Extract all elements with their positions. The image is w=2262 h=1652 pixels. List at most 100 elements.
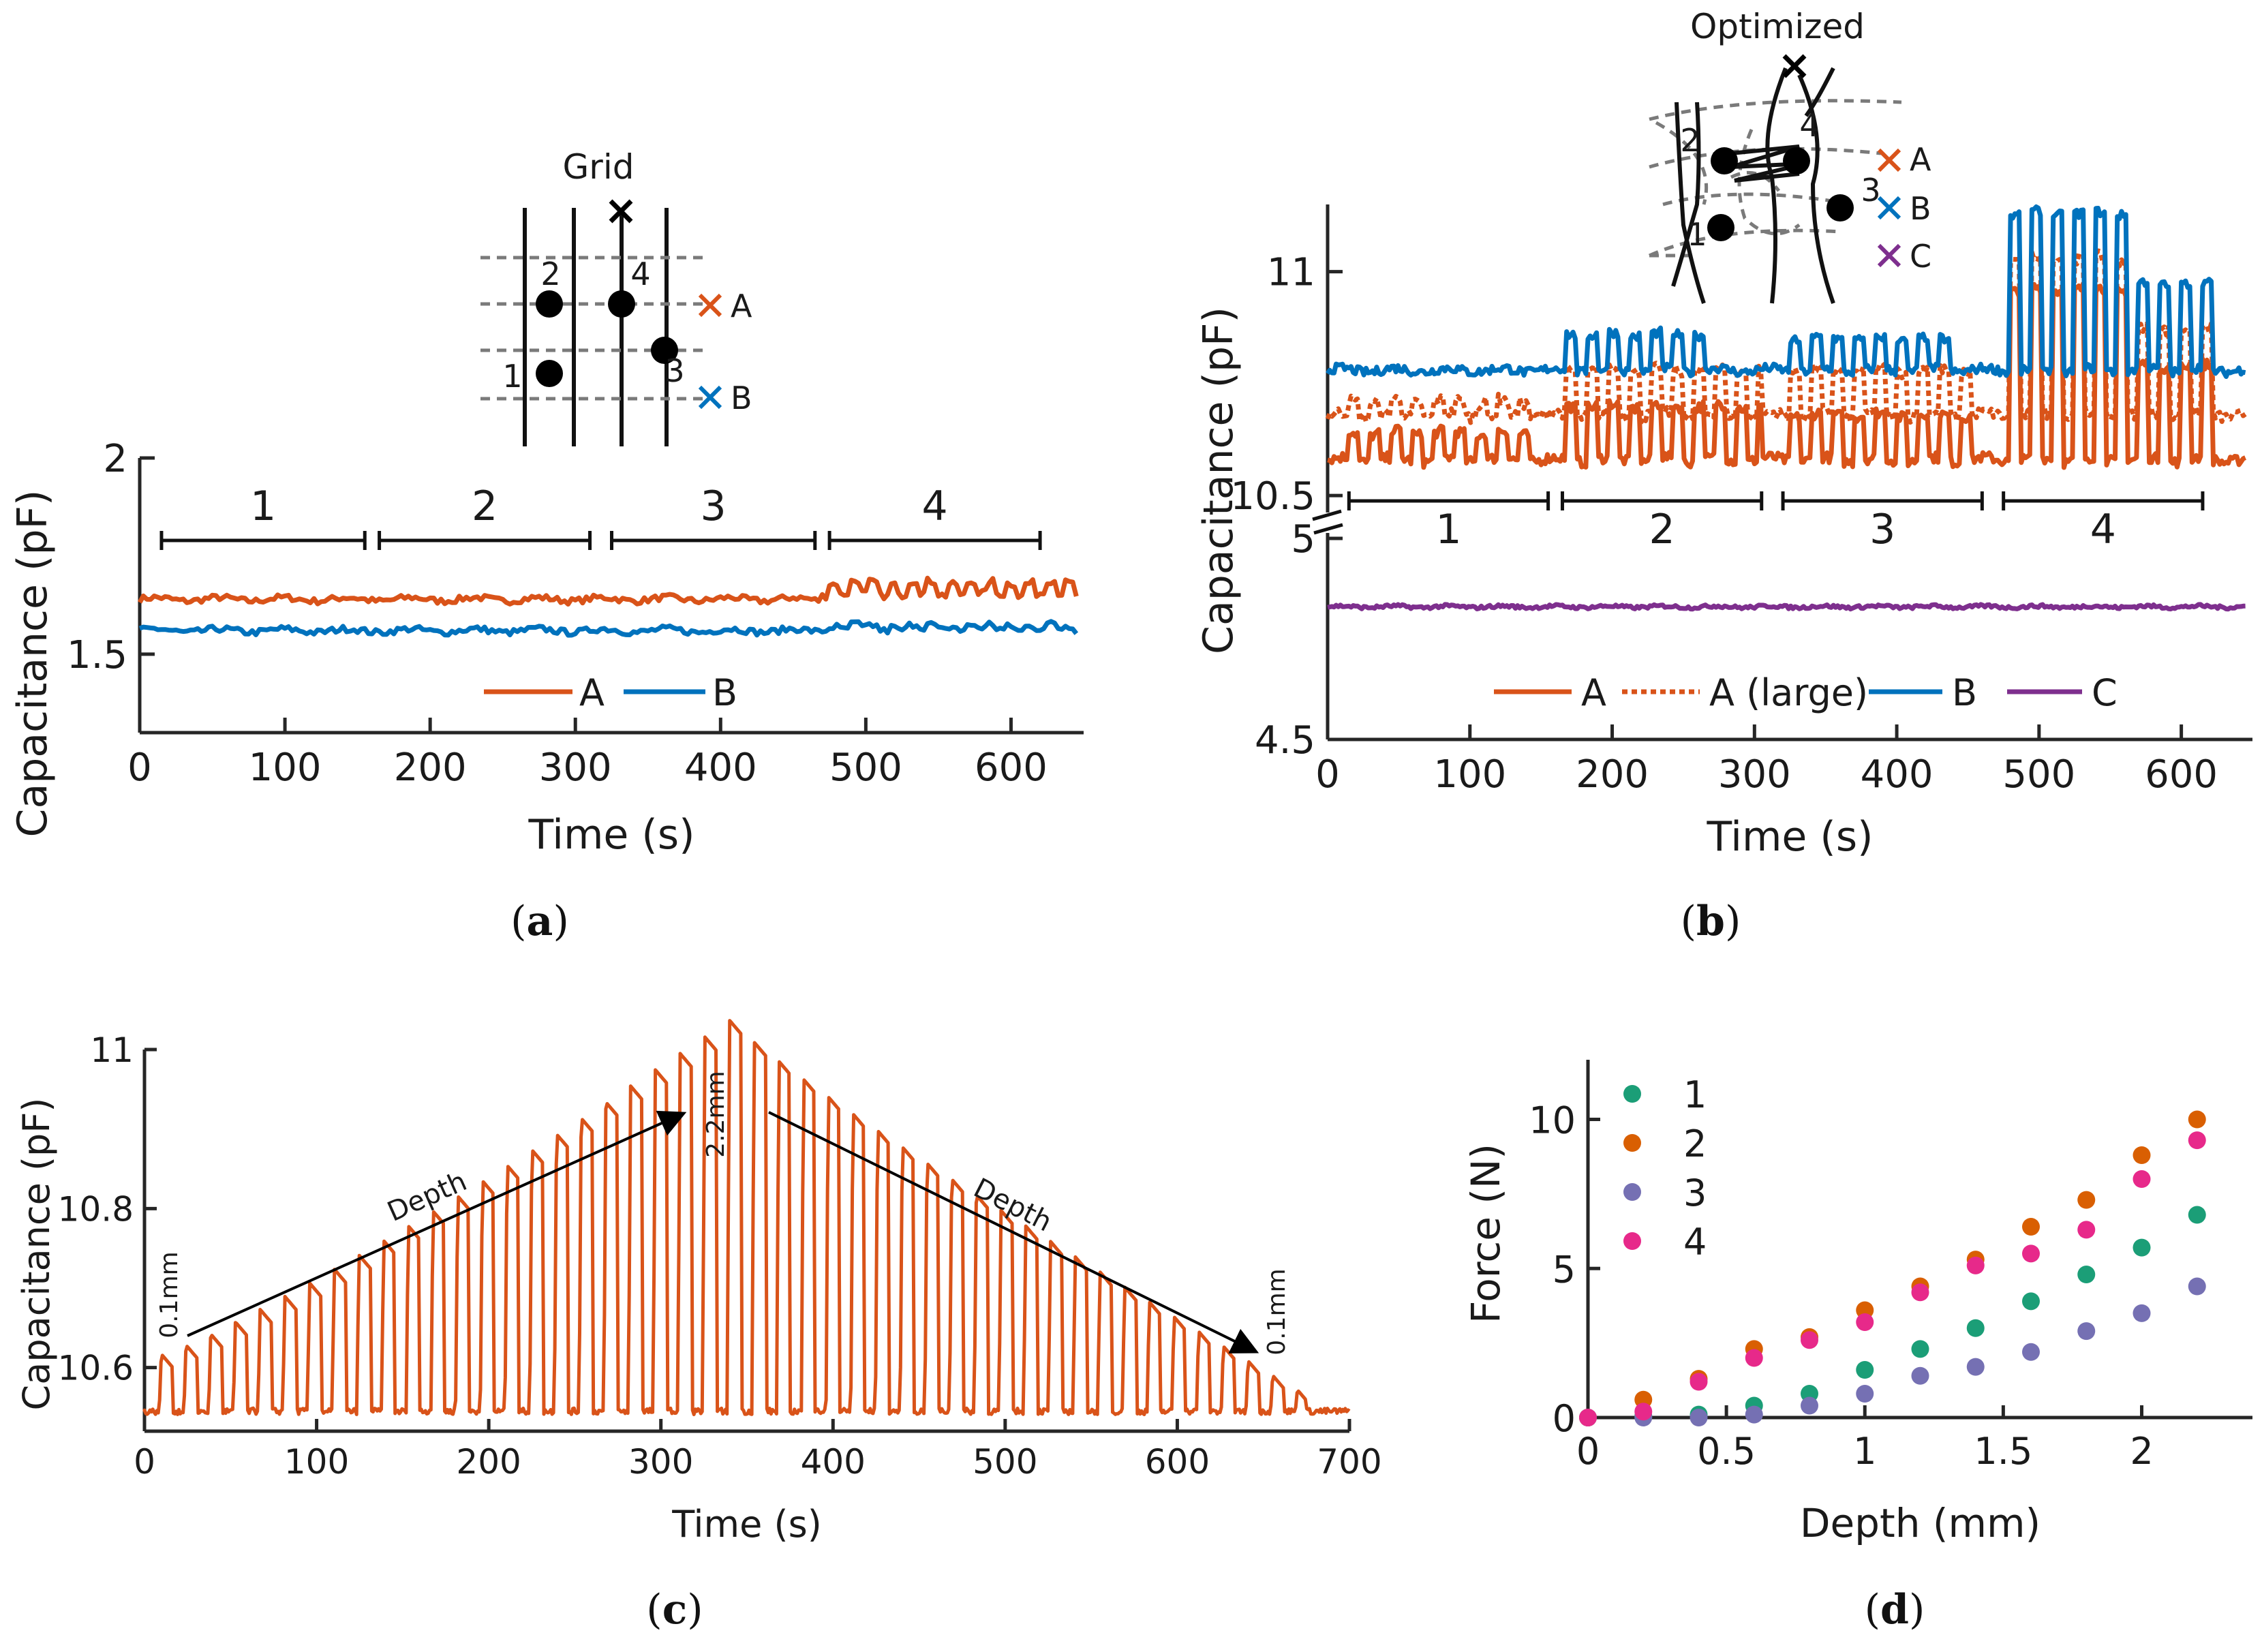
legend-label-1: 1 [1683,1073,1707,1116]
scatter-point-4 [2022,1244,2040,1263]
segment-label: 2 [1649,506,1675,553]
scatter-point-2 [2133,1146,2151,1164]
legend-label-2: 2 [1683,1122,1707,1165]
scatter-point-4 [1911,1283,1929,1302]
x-tick-label: 600 [1145,1442,1210,1482]
electrode-dot-2 [1711,147,1738,174]
legend-label-a-large: A (large) [1709,671,1868,714]
x-axis-label: Depth (mm) [1800,1500,2041,1546]
optimized-electrode-curve [1730,144,1807,183]
segment-label: 1 [250,483,276,530]
marker-b-icon [698,385,722,410]
inset-grid: Grid 1 2 3 4 A B [480,147,752,446]
depth-arrow-up [187,1110,687,1337]
x-tick-label: 2 [2130,1430,2153,1473]
scatter-point-4 [1579,1409,1597,1426]
optimized-dashed-curve [1730,170,1780,192]
y-axis-label: Force (N) [1463,1144,1509,1324]
optimized-electrode-curve [1675,102,1706,304]
electrode-dot-1 [1707,214,1734,241]
scatter-point-4 [1745,1349,1763,1367]
scatter-point-2 [2077,1191,2096,1209]
x-tick-label: 400 [684,746,757,790]
x-tick-label: 200 [1576,752,1649,797]
y-tick-label: 1.5 [67,633,127,677]
caption-close: ) [1725,898,1741,945]
panel-caption-d: (d) [1865,1586,1925,1634]
annotation-peak-depth: 2.2mm [702,1071,730,1157]
x-tick-label: 700 [1317,1442,1381,1482]
electrode-dot-1 [536,360,563,387]
legend-label-3: 3 [1683,1172,1707,1214]
x-tick-label: 300 [539,746,612,790]
segment-label: 2 [472,483,498,530]
y-tick-label: 10.8 [58,1189,134,1229]
electrode-label-3: 3 [664,352,684,389]
electrode-dot-2 [536,290,563,318]
marker-a-label: A [1910,141,1931,178]
segment-label: 3 [701,483,727,530]
series-line-a [142,1019,1351,1416]
marker-b-label: B [1910,190,1931,227]
y-tick-label: 2 [103,437,127,481]
depth-arrow-down [768,1111,1259,1353]
scatter-point-3 [2022,1343,2040,1361]
scatter-point-1 [2188,1206,2206,1224]
x-axis-label: Time (s) [528,811,695,859]
y-tick-label: 10.5 [1230,474,1315,519]
y-tick-label: 4.5 [1255,718,1315,763]
scatter-point-3 [2188,1277,2206,1296]
y-tick-label: 10 [1529,1099,1576,1142]
series-line-a [1327,281,2247,470]
scatter-point-4 [2133,1170,2151,1188]
inset-title: Optimized [1690,7,1865,46]
electrode-label-4: 4 [1799,107,1819,144]
x-tick-label: 100 [284,1442,349,1482]
x-axis-label: Time (s) [671,1503,822,1546]
legend-label-b: B [1952,671,1977,714]
chart-a: 0 100 200 300 400 500 600 1.5 2 Time (s) Capacitan… [9,437,1084,859]
scatter-point-3 [1801,1396,1818,1415]
x-tick-label: 500 [2002,752,2075,797]
y-axis-label: Capacitance (pF) [9,490,57,838]
series-line-b [1326,204,2246,379]
caption-open: ( [1865,1586,1880,1634]
panel-caption-c: (c) [646,1586,703,1634]
scatter-point-3 [1690,1409,1708,1426]
marker-c-label: C [1910,238,1931,275]
caption-close: ) [1909,1586,1925,1634]
inset-optimized: Optimized 1 2 3 4 ABC [1648,7,1931,304]
scatter-point-2 [2022,1218,2040,1236]
y-tick-label: 11 [90,1030,134,1070]
electrode-label-1: 1 [502,358,522,395]
annotation-start-depth: 0.1mm [155,1251,183,1338]
caption-open: ( [510,898,526,945]
scatter-point-1 [2133,1238,2151,1257]
scatter-point-3 [2133,1304,2151,1322]
electrode-label-1: 1 [1687,216,1707,253]
legend-marker-3 [1623,1183,1641,1201]
scatter-point-4 [1634,1403,1653,1421]
electrode-dot-3 [1827,194,1854,221]
x-tick-label: 200 [394,746,467,790]
x-tick-label: 600 [975,746,1048,790]
scatter-point-4 [2188,1131,2206,1150]
electrode-label-2: 2 [540,256,560,292]
caption-close: ) [687,1586,703,1634]
y-tick-label: 5 [1553,1248,1576,1291]
caption-close: ) [553,898,568,945]
segment-label: 1 [1435,506,1461,553]
x-tick-label: 0.5 [1697,1430,1756,1473]
caption-letter: c [662,1586,688,1634]
legend-label-a: A [1581,671,1606,714]
optimized-electrode-curve [1804,67,1835,117]
marker-b-icon [1877,196,1901,220]
electrode-label-2: 2 [1680,122,1700,159]
marker-a-label: A [731,288,752,324]
scatter-point-1 [1911,1340,1929,1358]
x-tick-label: 500 [973,1442,1037,1482]
marker-a-icon [698,293,722,318]
x-tick-label: 400 [1861,752,1934,797]
